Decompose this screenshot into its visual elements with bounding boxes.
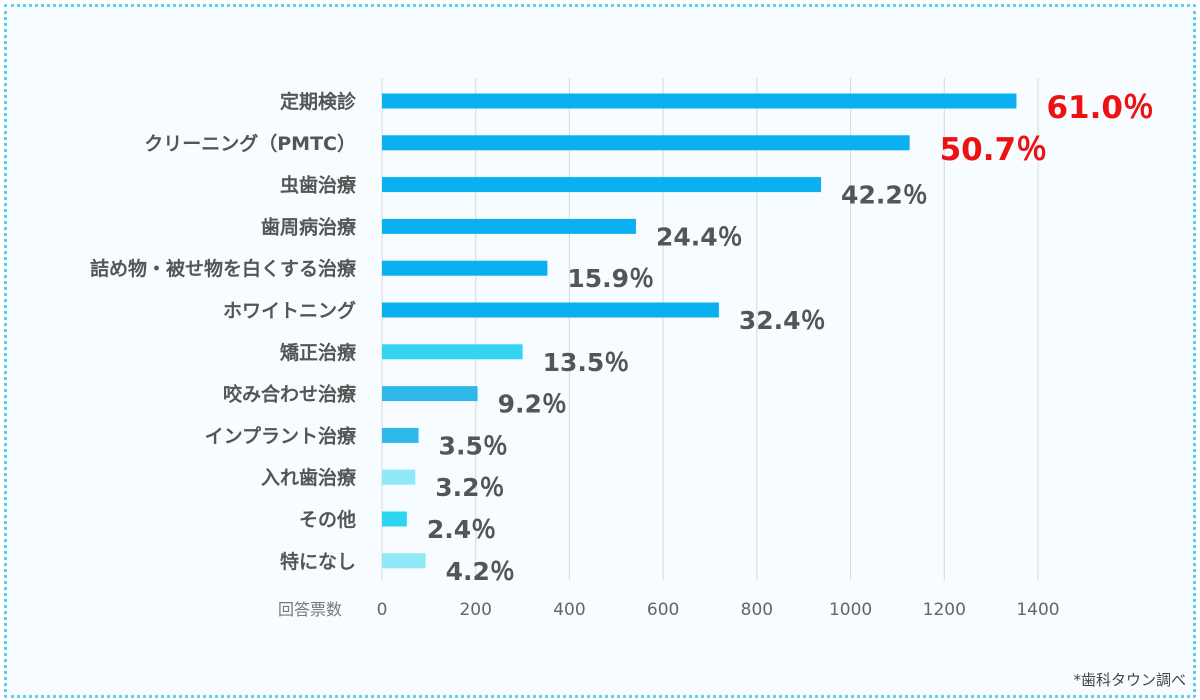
x-tick-label: 600 [647,600,679,620]
x-tick-label: 400 [553,600,585,620]
data-label: 61.0％ [1046,90,1154,126]
bar [382,511,407,527]
category-label: ホワイトニング [223,299,356,322]
x-tick-label: 0 [377,600,388,620]
x-tick-label: 200 [459,600,491,620]
data-label: 3.5％ [439,431,508,460]
bar [382,302,719,318]
bar [382,177,822,193]
category-label: 矯正治療 [280,341,357,364]
bar [382,427,419,443]
category-label: その他 [299,508,356,531]
data-label: 24.4％ [656,222,743,251]
category-label: 歯周病治療 [261,215,357,238]
data-label: 50.7％ [940,132,1048,168]
data-label: 42.2％ [841,181,928,210]
bar [382,135,910,151]
category-label: 詰め物・被せ物を白くする治療 [90,257,357,280]
category-label: インプラント治療 [205,424,357,447]
bar [382,260,548,276]
x-tick-label: 1200 [923,600,966,620]
data-label: 32.4％ [739,306,826,335]
x-tick-label: 1000 [829,600,872,620]
category-label: 入れ歯治療 [261,466,357,489]
category-label: 定期検診 [280,90,357,113]
x-tick-label: 1400 [1016,600,1059,620]
source-note: *歯科タウン調べ [1073,671,1186,689]
data-label: 2.4％ [427,515,496,544]
x-tick-label: 800 [741,600,773,620]
data-label: 3.2％ [435,473,504,502]
chart-frame [4,4,1196,698]
category-label: クリーニング（PMTC） [144,132,356,155]
category-label: 特になし [280,551,356,573]
bar [382,218,636,234]
category-label: 虫歯治療 [280,174,357,197]
bar [382,469,416,485]
data-label: 13.5％ [543,348,630,377]
x-axis-title: 回答票数 [278,600,342,619]
data-label: 4.2％ [446,557,515,586]
data-label: 15.9％ [567,264,654,293]
bar [382,344,523,360]
category-label: 咬み合わせ治療 [223,383,357,406]
data-label: 9.2％ [498,390,567,419]
bar [382,93,1017,109]
bar [382,386,478,402]
bar [382,553,426,569]
